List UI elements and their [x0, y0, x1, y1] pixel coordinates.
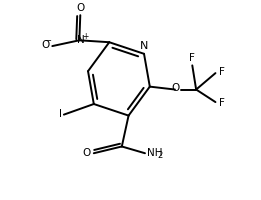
Text: O: O: [82, 148, 91, 158]
Text: F: F: [218, 67, 224, 77]
Text: O: O: [171, 83, 180, 93]
Text: 2: 2: [157, 151, 163, 160]
Text: +: +: [82, 32, 89, 41]
Text: N: N: [140, 41, 149, 51]
Text: O: O: [41, 40, 50, 50]
Text: NH: NH: [147, 148, 162, 158]
Text: F: F: [189, 53, 194, 63]
Text: I: I: [58, 109, 62, 119]
Text: N: N: [77, 35, 84, 45]
Text: −: −: [44, 37, 51, 46]
Text: F: F: [218, 98, 224, 108]
Text: O: O: [76, 3, 85, 13]
